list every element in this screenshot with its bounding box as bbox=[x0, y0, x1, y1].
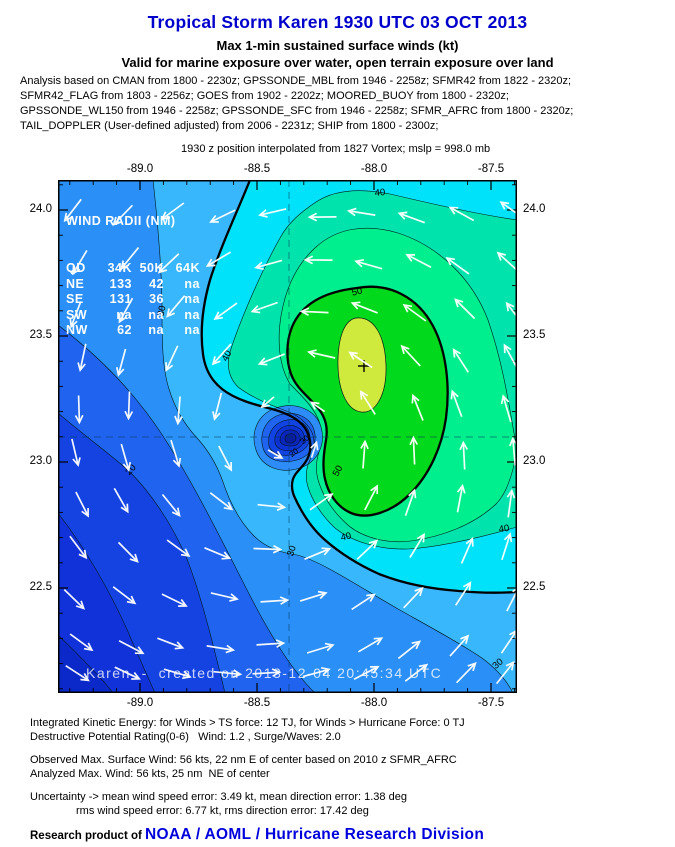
x-axis-label-bottom: -88.5 bbox=[243, 697, 271, 709]
wind-radii-row-cell: 133 bbox=[109, 276, 132, 291]
wind-radii-row-cell: na bbox=[148, 323, 164, 338]
y-axis-label-right: 23.5 bbox=[523, 329, 546, 341]
x-axis-label-top: -88.0 bbox=[360, 163, 388, 175]
x-axis-label-top: -88.5 bbox=[243, 163, 271, 175]
wind-radii-row-cell: na bbox=[148, 307, 164, 322]
band-55-plus bbox=[337, 317, 387, 413]
analysis-line-4: TAIL_DOPPLER (User-defined adjusted) fro… bbox=[20, 120, 439, 132]
bold-contour-34kt bbox=[200, 180, 517, 594]
wind-radii-row-cell: NE bbox=[66, 276, 85, 291]
link-aoml[interactable]: AOML bbox=[204, 826, 252, 843]
wind-radii-row-cell: 131 bbox=[109, 292, 132, 307]
y-axis-label-left: 23.0 bbox=[29, 455, 52, 467]
y-axis-label-right: 24.0 bbox=[523, 203, 546, 215]
observed-max-line: Observed Max. Surface Wind: 56 kts, 22 n… bbox=[30, 754, 457, 766]
wind-radii-row-cell: 62 bbox=[117, 323, 132, 338]
uncertainty-line: Uncertainty -> mean wind speed error: 3.… bbox=[30, 791, 407, 803]
y-axis-label-left: 22.5 bbox=[29, 581, 52, 593]
analysis-line-1: Analysis based on CMAN from 1800 - 2230z… bbox=[20, 75, 572, 87]
x-axis-label-top: -89.0 bbox=[126, 163, 154, 175]
wind-radii-header-cell: 64K bbox=[175, 260, 200, 275]
page-title: Tropical Storm Karen 1930 UTC 03 OCT 201… bbox=[147, 12, 528, 32]
x-axis-label-bottom: -87.5 bbox=[477, 697, 505, 709]
analysis-sources: Analysis based on CMAN from 1800 - 2230z… bbox=[20, 74, 660, 134]
band-5-10 bbox=[58, 635, 113, 693]
credit-label: Research product of bbox=[30, 830, 146, 842]
link-noaa[interactable]: NOAA bbox=[145, 826, 192, 843]
wind-radii-row-cell: NW bbox=[66, 323, 88, 338]
x-axis-label-top: -87.5 bbox=[477, 163, 505, 175]
map-border bbox=[58, 180, 517, 693]
credit-links: NOAA / AOML / Hurricane Research Divisio… bbox=[145, 826, 484, 843]
wind-radii-row-cell: 36 bbox=[149, 292, 164, 307]
wind-radii-header-cell: QD bbox=[66, 260, 86, 275]
wind-radii-row-cell: na bbox=[184, 292, 200, 307]
x-axis-label-bottom: -89.0 bbox=[126, 697, 154, 709]
svg-text:50: 50 bbox=[331, 464, 346, 479]
position-line: 1930 z position interpolated from 1827 V… bbox=[181, 143, 491, 155]
legend-title: WIND RADII (NM) bbox=[66, 214, 176, 229]
subtitle-winds: Max 1-min sustained surface winds (kt) bbox=[216, 38, 459, 53]
wind-radii-header-cell: 34K bbox=[107, 260, 132, 275]
wind-radii-legend: WIND RADII (NM) QD 34K 50K 64K NE 133 42 na SE 13… bbox=[66, 183, 200, 370]
svg-text:40: 40 bbox=[498, 523, 510, 535]
link-separator-2: / bbox=[251, 826, 265, 843]
band-10-15 bbox=[58, 513, 155, 693]
research-credit: Research product of NOAA / AOML / Hurric… bbox=[30, 826, 484, 844]
wind-radii-table: QD 34K 50K 64K NE 133 42 na SE 131 36 na SW na na na NW 6… bbox=[66, 261, 200, 339]
wind-radii-row-cell: SW bbox=[66, 307, 88, 322]
wind-radii-row-cell: SE bbox=[66, 292, 84, 307]
analysis-line-3: GPSSONDE_WL150 from 1946 - 2258z; GPSSON… bbox=[20, 105, 574, 117]
svg-text:30: 30 bbox=[285, 544, 299, 557]
rms-error-line: rms wind speed error: 6.77 kt, rms direc… bbox=[76, 805, 369, 817]
dpr-line: Destructive Potential Rating(0-6) Wind: … bbox=[30, 731, 341, 743]
wind-field-map: 40 50 40 30 20 30 20 50 40 30 40 30 WIND RADII (NM)… bbox=[58, 180, 517, 693]
wind-radii-header-cell: 50K bbox=[139, 260, 164, 275]
creation-watermark: Karen - created on 2013-12-04 20:45:34 U… bbox=[86, 665, 443, 681]
svg-text:50: 50 bbox=[351, 285, 364, 298]
wind-radii-row-cell: na bbox=[184, 323, 200, 338]
analysis-line-2: SFMR42_FLAG from 1803 - 2256z; GOES from… bbox=[20, 90, 509, 102]
svg-text:30: 30 bbox=[156, 305, 169, 318]
y-axis-label-right: 23.0 bbox=[523, 455, 546, 467]
link-separator-1: / bbox=[191, 826, 205, 843]
wind-radii-row-cell: na bbox=[184, 307, 200, 322]
wind-radii-row-cell: na bbox=[184, 276, 200, 291]
svg-text:40: 40 bbox=[374, 187, 386, 199]
x-axis-label-bottom: -88.0 bbox=[360, 697, 388, 709]
y-axis-label-right: 22.5 bbox=[523, 581, 546, 593]
subtitle-valid: Valid for marine exposure over water, op… bbox=[121, 55, 554, 70]
y-axis-label-left: 24.0 bbox=[29, 203, 52, 215]
wind-radii-row-cell: 42 bbox=[149, 276, 164, 291]
ike-line: Integrated Kinetic Energy: for Winds > T… bbox=[30, 717, 465, 729]
thin-contour-lines bbox=[58, 180, 517, 693]
analyzed-max-line: Analyzed Max. Wind: 56 kts, 25 nm NE of … bbox=[30, 768, 270, 780]
link-hrd[interactable]: Hurricane Research Division bbox=[264, 826, 485, 843]
wind-radii-row-cell: na bbox=[116, 307, 132, 322]
y-axis-label-left: 23.5 bbox=[29, 329, 52, 341]
wind-vector-arrows bbox=[63, 198, 517, 685]
svg-text:40: 40 bbox=[340, 530, 353, 543]
